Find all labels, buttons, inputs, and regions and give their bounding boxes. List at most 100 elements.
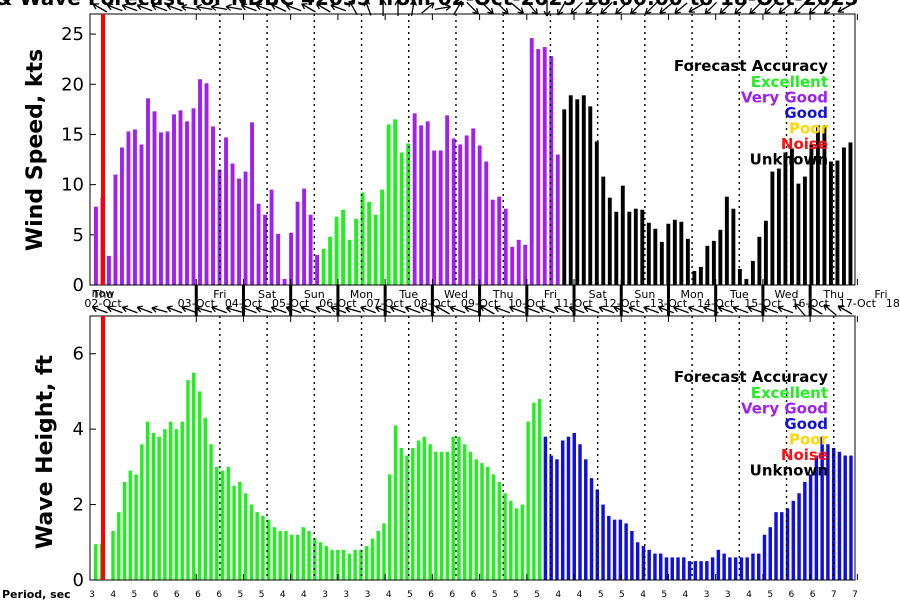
wave-bar [820,436,824,580]
wave-direction-arrows [91,303,853,317]
day-name-label: Thu [492,288,514,301]
wind-arrow [106,3,123,12]
wind-arrow-shaft [316,3,331,13]
wave-arrow-head [255,305,262,313]
wind-bar [412,113,417,286]
wave-arrow-shaft [196,307,213,313]
day-name-label: Wed [444,288,468,301]
wind-bar [230,163,235,285]
wind-arrow-shaft [600,1,613,15]
wind-arrow [421,2,435,14]
wave-arrow-shaft [509,306,525,314]
wind-arrow-shaft [410,0,415,16]
wind-arrow [778,2,792,14]
wind-bar [763,220,768,285]
wind-bar [198,79,202,286]
wave-yticks: 0 2 4 6 [73,344,96,591]
wave-arrow-shaft [718,306,734,314]
wind-bars [94,38,853,286]
wind-bar [263,214,268,285]
wave-arrow-head [553,305,561,313]
wind-bar [243,171,248,285]
wind-bar [685,238,690,285]
wave-arrow-shaft [256,307,272,313]
wave-bar [791,500,796,580]
wave-bar [670,557,674,580]
period-value: 7 [831,590,837,600]
wave-bar [180,421,184,580]
wind-legend-entry: Noise [781,135,828,153]
wind-arrow-shaft [211,5,228,11]
wind-arrow-shaft [136,4,153,12]
wind-bar [308,214,313,285]
wind-arrow-head [181,3,188,11]
wind-bar [373,214,378,285]
wave-bar [486,466,490,580]
wind-arrow-shaft [557,0,567,16]
wave-arrow-head [211,305,218,313]
day-name-label: Tue [398,288,418,301]
wave-bar [215,466,219,580]
wind-arrow [348,0,358,16]
wave-arrow-head [196,305,203,313]
wave-arrow-head [613,305,620,313]
wave-arrow-shaft [122,306,138,314]
wind-arrow [225,3,243,11]
wave-bar [785,508,790,580]
wave-arrow-shaft [405,306,421,314]
period-value: 4 [577,590,583,600]
wind-bar [295,201,300,285]
wind-arrow-shaft [659,2,673,14]
wind-bar [484,161,489,285]
wind-bar [276,233,281,285]
wind-bar [653,228,658,285]
wind-bar [451,138,456,285]
wind-arrow-shaft [92,3,108,13]
wave-legend-entry: Very Good [741,400,828,418]
wave-arrow [747,305,764,314]
wave-arrow-head [747,305,754,313]
wind-bar [419,125,424,285]
wind-bar [282,278,287,285]
wind-bar [204,83,209,285]
wave-bar [220,470,225,580]
wave-bar [728,557,732,580]
wind-legend-entry: Excellent [751,73,828,91]
wave-arrow-shaft [226,307,242,313]
wind-bar [367,201,372,285]
wind-bar [770,171,775,285]
wave-arrow-shaft [300,306,317,314]
wave-bar [457,436,461,580]
period-value: 6 [195,590,201,600]
wave-arrow [151,305,168,313]
wind-arrow-shaft [434,5,451,11]
wind-arrow-shaft [764,1,777,15]
wind-arrow-shaft [734,1,747,15]
wave-arrow [538,305,555,314]
wave-bar [203,417,207,580]
wave-plot-frame [89,315,856,581]
period-value: 6 [153,590,159,600]
wind-bar [789,148,794,285]
wind-yticks: 0 5 10 15 20 25 [61,24,96,296]
wave-arrow-head [240,305,248,313]
wave-arrow-head [762,305,769,313]
wind-bar [822,125,827,285]
wind-arrow-head [823,7,831,15]
period-value: 5 [259,590,265,600]
wind-arrow-head [316,3,323,10]
wind-bar [594,141,599,285]
wind-arrow-shaft [704,1,718,15]
wind-arrow [600,1,613,15]
wind-legend-entry: Unknown [750,151,828,169]
wave-arrow-head [449,305,456,313]
wave-bar [843,455,847,580]
wave-arrow-head [121,305,129,313]
wave-bar [163,429,167,580]
wind-bar [341,209,346,285]
wind-arrow-head [379,0,387,6]
wind-bar [94,206,98,285]
wave-bar [209,444,213,580]
wave-arrow-shaft [390,306,406,314]
day-date-label: 18-Oct [886,297,900,310]
